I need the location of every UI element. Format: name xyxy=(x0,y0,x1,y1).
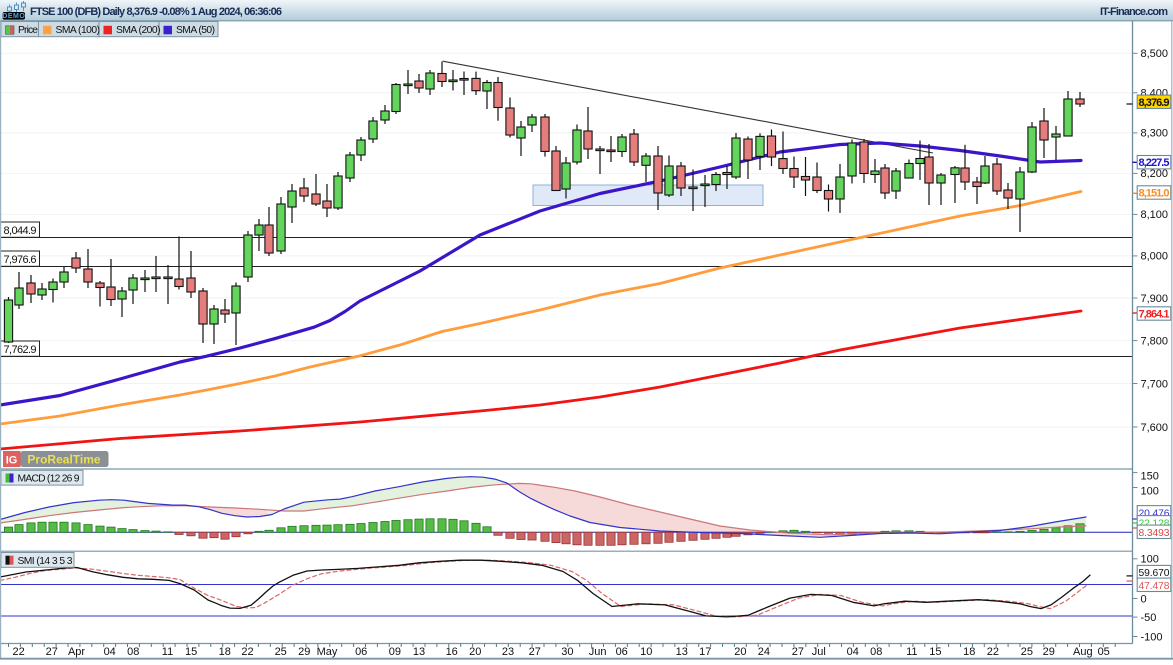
svg-text:06: 06 xyxy=(616,646,628,658)
svg-text:SMA (200): SMA (200) xyxy=(116,25,161,36)
svg-text:18: 18 xyxy=(219,646,231,658)
svg-text:8,500: 8,500 xyxy=(1141,48,1169,60)
svg-text:IG: IG xyxy=(6,455,18,467)
svg-text:7,976.6: 7,976.6 xyxy=(4,254,37,266)
svg-text:22: 22 xyxy=(987,646,999,658)
svg-text:05: 05 xyxy=(1098,646,1110,658)
svg-text:8.3493: 8.3493 xyxy=(1139,528,1170,539)
svg-text:-50: -50 xyxy=(1141,612,1157,624)
svg-text:DEMO: DEMO xyxy=(2,13,25,20)
svg-text:22.128: 22.128 xyxy=(1139,518,1170,529)
svg-text:11: 11 xyxy=(906,646,917,658)
svg-text:Apr: Apr xyxy=(68,646,85,658)
svg-text:SMI (14 3 5 3: SMI (14 3 5 3 xyxy=(18,556,73,567)
svg-text:8,100: 8,100 xyxy=(1141,209,1169,221)
svg-text:Price: Price xyxy=(18,25,38,36)
svg-text:May: May xyxy=(317,646,338,658)
svg-text:29: 29 xyxy=(1043,646,1055,658)
svg-text:27: 27 xyxy=(46,646,58,658)
svg-text:0: 0 xyxy=(1141,593,1147,605)
svg-text:Jul: Jul xyxy=(812,646,826,658)
svg-text:59.670: 59.670 xyxy=(1139,568,1170,579)
svg-text:27: 27 xyxy=(792,646,804,658)
svg-text:7,600: 7,600 xyxy=(1141,422,1169,434)
svg-text:7,700: 7,700 xyxy=(1141,378,1169,390)
svg-text:10: 10 xyxy=(640,646,652,658)
svg-text:08: 08 xyxy=(127,646,139,658)
svg-text:-100: -100 xyxy=(1141,631,1163,643)
svg-text:24: 24 xyxy=(758,646,770,658)
svg-text:16: 16 xyxy=(446,646,458,658)
svg-text:IT-Finance.com: IT-Finance.com xyxy=(1100,6,1168,18)
svg-text:7,864.1: 7,864.1 xyxy=(1139,309,1170,321)
svg-text:15: 15 xyxy=(185,646,197,658)
svg-text:25: 25 xyxy=(275,646,287,658)
svg-text:09: 09 xyxy=(389,646,401,658)
svg-text:150: 150 xyxy=(1141,470,1159,482)
svg-text:20: 20 xyxy=(469,646,481,658)
svg-text:08: 08 xyxy=(870,646,882,658)
svg-text:11: 11 xyxy=(162,646,173,658)
svg-text:7,800: 7,800 xyxy=(1141,335,1169,347)
svg-text:8,227.5: 8,227.5 xyxy=(1139,157,1170,169)
svg-text:7,900: 7,900 xyxy=(1141,293,1169,305)
svg-text:23: 23 xyxy=(502,646,514,658)
svg-text:7,762.9: 7,762.9 xyxy=(4,344,37,356)
svg-text:8,376.9: 8,376.9 xyxy=(1139,97,1170,109)
svg-text:Aug: Aug xyxy=(1073,646,1093,658)
svg-text:8,000: 8,000 xyxy=(1141,251,1169,263)
svg-text:SMA (100): SMA (100) xyxy=(56,25,101,36)
svg-text:13: 13 xyxy=(676,646,688,658)
svg-text:22: 22 xyxy=(12,646,24,658)
svg-text:47.478: 47.478 xyxy=(1139,581,1170,592)
svg-text:15: 15 xyxy=(929,646,941,658)
svg-text:25: 25 xyxy=(1021,646,1033,658)
svg-text:13: 13 xyxy=(413,646,425,658)
svg-text:8,200: 8,200 xyxy=(1141,168,1169,180)
svg-text:SMA (50): SMA (50) xyxy=(176,25,215,36)
svg-text:8,151.0: 8,151.0 xyxy=(1139,188,1170,200)
svg-text:100: 100 xyxy=(1141,485,1159,497)
svg-text:ProRealTime: ProRealTime xyxy=(27,453,100,467)
svg-text:8,300: 8,300 xyxy=(1141,128,1169,140)
svg-text:Jun: Jun xyxy=(589,646,607,658)
svg-text:29: 29 xyxy=(298,646,310,658)
svg-text:30: 30 xyxy=(561,646,573,658)
svg-text:22: 22 xyxy=(241,646,253,658)
svg-text:06: 06 xyxy=(355,646,367,658)
svg-text:20.476: 20.476 xyxy=(1139,508,1170,519)
svg-text:100: 100 xyxy=(1141,554,1159,566)
svg-text:17: 17 xyxy=(699,646,711,658)
svg-text:04: 04 xyxy=(104,646,116,658)
svg-text:FTSE 100 (DFB) Daily 8,376.9 -: FTSE 100 (DFB) Daily 8,376.9 -0.08% 1 Au… xyxy=(30,6,282,18)
svg-text:MACD (12 26 9: MACD (12 26 9 xyxy=(18,474,80,485)
svg-text:18: 18 xyxy=(963,646,975,658)
svg-text:27: 27 xyxy=(529,646,541,658)
svg-text:20: 20 xyxy=(734,646,746,658)
svg-text:04: 04 xyxy=(847,646,859,658)
svg-text:8,044.9: 8,044.9 xyxy=(4,225,37,237)
